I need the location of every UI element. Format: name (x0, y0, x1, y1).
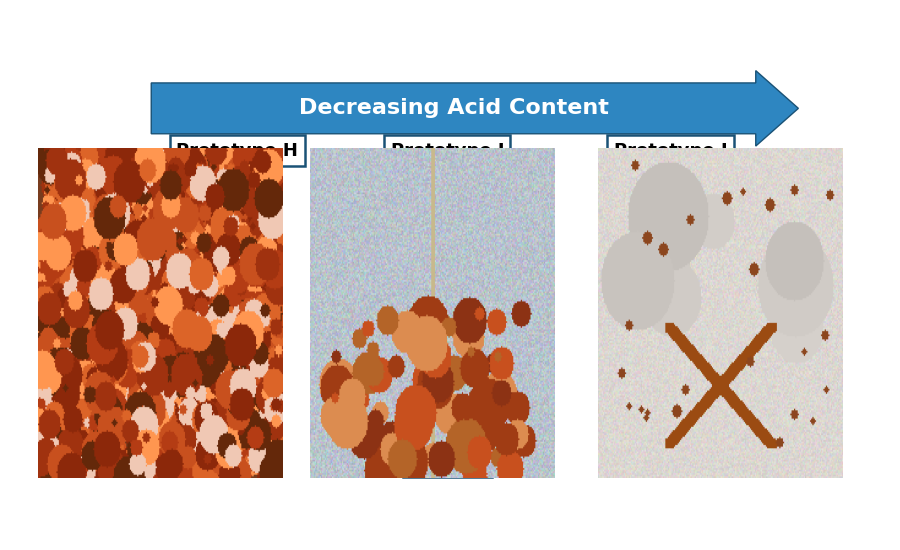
Text: 300 hrs: 300 hrs (410, 453, 485, 471)
Text: Prototype J: Prototype J (614, 142, 727, 160)
Polygon shape (151, 70, 798, 146)
Text: Prototype H: Prototype H (176, 142, 298, 160)
Text: Prototype I: Prototype I (391, 142, 504, 160)
Text: Decreasing Acid Content: Decreasing Acid Content (299, 98, 608, 118)
